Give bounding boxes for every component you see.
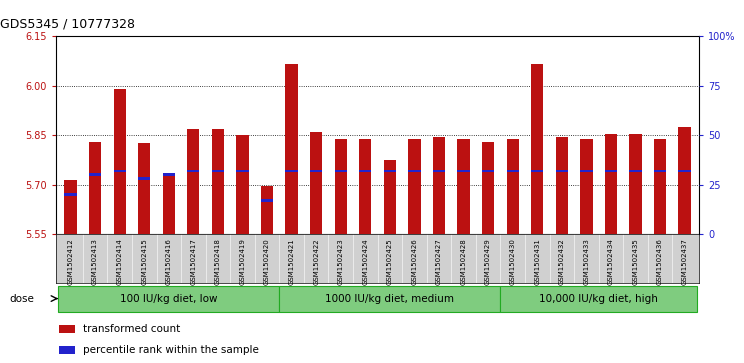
Bar — [482, 170, 494, 172]
Text: 10,000 IU/kg diet, high: 10,000 IU/kg diet, high — [539, 294, 658, 303]
Bar — [261, 199, 273, 202]
Bar — [580, 139, 592, 234]
Bar — [187, 129, 199, 234]
Bar — [679, 127, 690, 234]
Text: 1000 IU/kg diet, medium: 1000 IU/kg diet, medium — [325, 294, 455, 303]
Bar — [212, 129, 224, 234]
Bar — [433, 170, 445, 172]
FancyBboxPatch shape — [58, 286, 279, 311]
Bar — [59, 325, 75, 333]
Bar — [605, 170, 617, 172]
Text: GSM1502435: GSM1502435 — [632, 238, 638, 285]
Bar — [384, 170, 396, 172]
Bar — [310, 170, 322, 172]
Text: transformed count: transformed count — [83, 324, 180, 334]
Bar — [89, 142, 101, 234]
Bar — [163, 174, 175, 176]
Bar — [212, 170, 224, 172]
FancyBboxPatch shape — [279, 286, 501, 311]
Text: GSM1502423: GSM1502423 — [338, 238, 344, 285]
Bar — [335, 139, 347, 234]
Text: GSM1502419: GSM1502419 — [240, 238, 246, 285]
Bar — [310, 132, 322, 234]
Bar — [654, 170, 666, 172]
Bar — [654, 139, 666, 234]
Text: GSM1502431: GSM1502431 — [534, 238, 540, 285]
Bar — [408, 139, 420, 234]
Bar — [65, 180, 77, 234]
Bar — [59, 346, 75, 354]
Bar — [531, 64, 543, 234]
Bar — [286, 64, 298, 234]
Bar — [458, 170, 469, 172]
Bar — [556, 170, 568, 172]
Bar — [89, 174, 101, 176]
Bar — [679, 170, 690, 172]
Text: GSM1502425: GSM1502425 — [387, 238, 393, 285]
Bar — [605, 134, 617, 234]
Text: GSM1502422: GSM1502422 — [313, 238, 319, 285]
Bar — [114, 89, 126, 234]
Bar — [556, 137, 568, 234]
Text: GSM1502429: GSM1502429 — [485, 238, 491, 285]
Bar — [629, 134, 641, 234]
Bar — [187, 170, 199, 172]
Bar — [138, 143, 150, 234]
Text: GSM1502416: GSM1502416 — [166, 238, 172, 285]
Text: GSM1502426: GSM1502426 — [411, 238, 417, 285]
Bar — [335, 170, 347, 172]
Text: GSM1502412: GSM1502412 — [68, 238, 74, 285]
Bar — [138, 178, 150, 180]
Text: GSM1502432: GSM1502432 — [559, 238, 565, 285]
Text: GSM1502420: GSM1502420 — [264, 238, 270, 285]
Bar — [458, 139, 469, 234]
Bar — [261, 186, 273, 234]
Text: GSM1502427: GSM1502427 — [436, 238, 442, 285]
Bar — [359, 170, 371, 172]
Text: GSM1502428: GSM1502428 — [461, 238, 466, 285]
Bar — [286, 170, 298, 172]
Text: GSM1502415: GSM1502415 — [141, 238, 147, 285]
Bar — [507, 170, 519, 172]
Text: percentile rank within the sample: percentile rank within the sample — [83, 345, 259, 355]
Text: GSM1502417: GSM1502417 — [190, 238, 196, 285]
Text: dose: dose — [10, 294, 34, 303]
Bar — [237, 135, 248, 234]
Bar — [384, 160, 396, 234]
Bar — [408, 170, 420, 172]
Bar — [580, 170, 592, 172]
Text: GSM1502418: GSM1502418 — [215, 238, 221, 285]
Bar — [237, 170, 248, 172]
Bar — [65, 193, 77, 196]
FancyBboxPatch shape — [501, 286, 697, 311]
Text: GSM1502436: GSM1502436 — [657, 238, 663, 285]
Text: GSM1502413: GSM1502413 — [92, 238, 98, 285]
Bar — [482, 142, 494, 234]
Text: GSM1502434: GSM1502434 — [608, 238, 614, 285]
Bar — [114, 170, 126, 172]
Text: GSM1502430: GSM1502430 — [510, 238, 516, 285]
Text: 100 IU/kg diet, low: 100 IU/kg diet, low — [120, 294, 217, 303]
Text: GSM1502437: GSM1502437 — [682, 238, 687, 285]
Bar — [359, 139, 371, 234]
Bar — [433, 137, 445, 234]
Bar — [531, 170, 543, 172]
Bar — [163, 176, 175, 234]
Bar — [507, 139, 519, 234]
Text: GSM1502421: GSM1502421 — [289, 238, 295, 285]
Text: GSM1502414: GSM1502414 — [117, 238, 123, 285]
Bar — [629, 170, 641, 172]
Text: GDS5345 / 10777328: GDS5345 / 10777328 — [0, 17, 135, 30]
Text: GSM1502424: GSM1502424 — [362, 238, 368, 285]
Text: GSM1502433: GSM1502433 — [583, 238, 589, 285]
